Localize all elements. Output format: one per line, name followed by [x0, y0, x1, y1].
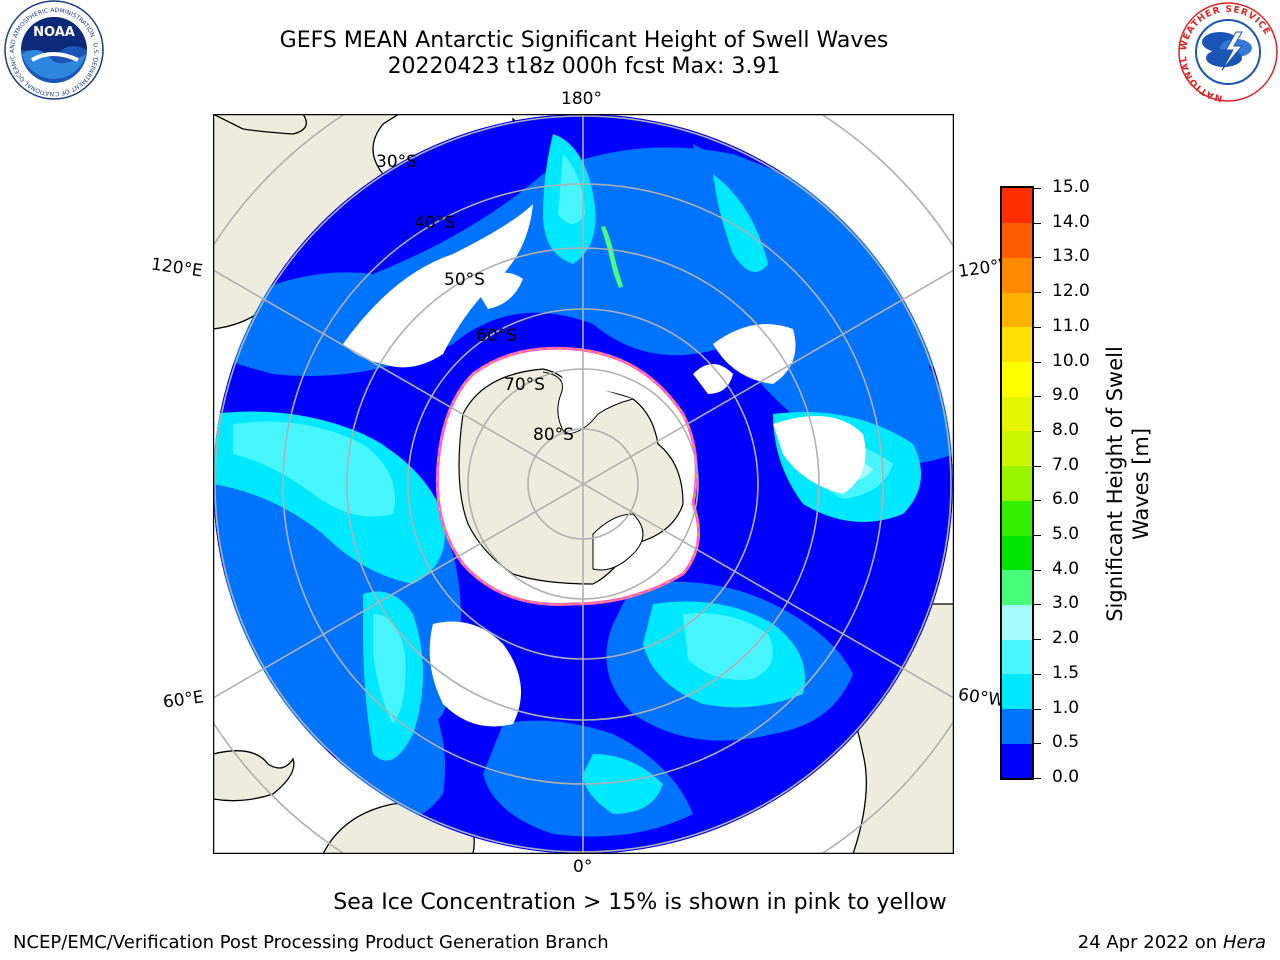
noaa-logo: NATIONAL OCEANIC AND ATMOSPHERIC ADMINIS…	[2, 0, 104, 100]
colorbar-tick-label: 12.0	[1052, 281, 1090, 302]
colorbar-tick-label: 5.0	[1052, 524, 1080, 545]
colorbar-tick-label: 9.0	[1052, 385, 1080, 406]
colorbar-swatch	[1002, 743, 1032, 779]
lat-label-30s: 30°S	[376, 152, 417, 172]
lat-label-50s: 50°S	[444, 270, 485, 290]
colorbar-tick-mark	[1034, 604, 1041, 606]
colorbar-tick-mark	[1034, 465, 1041, 467]
colorbar-tick-mark	[1034, 292, 1041, 294]
colorbar-tick-label: 7.0	[1052, 454, 1080, 475]
colorbar-label: Significant Height of Swell Waves [m]	[1102, 346, 1154, 622]
colorbar-swatch	[1002, 188, 1032, 224]
colorbar-swatch	[1002, 500, 1032, 536]
colorbar-swatch	[1002, 222, 1032, 258]
colorbar-swatch	[1002, 535, 1032, 571]
colorbar-swatch	[1002, 465, 1032, 501]
colorbar-tick-label: 8.0	[1052, 419, 1080, 440]
colorbar-swatch	[1002, 396, 1032, 432]
map-title: GEFS MEAN Antarctic Significant Height o…	[279, 28, 889, 53]
colorbar	[1000, 186, 1034, 780]
colorbar-swatch	[1002, 639, 1032, 675]
colorbar-swatch	[1002, 604, 1032, 640]
colorbar-tick-label: 6.0	[1052, 489, 1080, 510]
colorbar-tick-mark	[1034, 222, 1041, 224]
nws-logo: NATIONAL WEATHER SERVICE	[1178, 2, 1278, 102]
colorbar-swatch	[1002, 673, 1032, 710]
colorbar-swatch	[1002, 430, 1032, 467]
footer-date-text: 24 Apr 2022 on	[1077, 932, 1223, 953]
colorbar-tick-mark	[1034, 326, 1041, 328]
colorbar-tick-label: 2.0	[1052, 628, 1080, 649]
colorbar-tick-mark	[1034, 639, 1041, 641]
colorbar-tick-mark	[1034, 708, 1041, 710]
colorbar-tick-mark	[1034, 569, 1041, 571]
colorbar-tick-mark	[1034, 535, 1041, 537]
lat-label-70s: 70°S	[504, 375, 545, 395]
colorbar-tick-label: 4.0	[1052, 558, 1080, 579]
ice-free-mask	[343, 204, 866, 727]
colorbar-tick-label: 0.5	[1052, 732, 1080, 753]
map-subtitle: 20220423 t18z 000h fcst Max: 3.91	[387, 54, 781, 79]
lon-label-0: 0°	[573, 857, 593, 877]
colorbar-tick-label: 1.5	[1052, 662, 1080, 683]
lon-label-60e: 60°E	[161, 687, 206, 713]
colorbar-swatch	[1002, 361, 1032, 397]
colorbar-tick-label: 14.0	[1052, 211, 1090, 232]
lat-label-60s: 60°S	[476, 326, 517, 346]
sea-ice-caption: Sea Ice Concentration > 15% is shown in …	[333, 890, 947, 915]
lon-label-60w: 60°W	[956, 684, 1007, 712]
colorbar-tick-label: 11.0	[1052, 315, 1090, 336]
colorbar-tick-mark	[1034, 188, 1041, 189]
colorbar-tick-label: 3.0	[1052, 593, 1080, 614]
colorbar-tick-label: 1.0	[1052, 697, 1080, 718]
colorbar-tick-mark	[1034, 500, 1041, 502]
colorbar-tick-mark	[1034, 673, 1041, 675]
colorbar-tick-label: 10.0	[1052, 350, 1090, 371]
colorbar-swatch	[1002, 569, 1032, 605]
colorbar-label-line2: Waves [m]	[1129, 427, 1153, 541]
colorbar-tick-mark	[1034, 778, 1041, 779]
lon-label-120e: 120°E	[149, 254, 204, 282]
colorbar-tick-mark	[1034, 396, 1041, 398]
footer-host: Hera	[1222, 932, 1266, 953]
colorbar-tick-mark	[1034, 430, 1041, 432]
noaa-text: NOAA	[33, 25, 75, 40]
footer-date: 24 Apr 2022 on Hera	[1078, 932, 1266, 953]
graticule	[213, 114, 954, 854]
colorbar-tick-label: 13.0	[1052, 246, 1090, 267]
colorbar-tick-mark	[1034, 743, 1041, 745]
lat-label-40s: 40°S	[414, 213, 455, 233]
colorbar-swatch	[1002, 292, 1032, 328]
footer-credit: NCEP/EMC/Verification Post Processing Pr…	[13, 932, 609, 953]
lon-label-180: 180°	[561, 89, 602, 109]
polar-map	[213, 114, 954, 854]
colorbar-tick-mark	[1034, 361, 1041, 363]
colorbar-swatch	[1002, 326, 1032, 363]
colorbar-label-line1: Significant Height of Swell	[1103, 346, 1127, 622]
colorbar-tick-label: 0.0	[1052, 767, 1080, 787]
colorbar-tick-mark	[1034, 257, 1041, 259]
colorbar-swatch	[1002, 257, 1032, 293]
lat-label-80s: 80°S	[533, 425, 574, 445]
colorbar-tick-label: 15.0	[1052, 177, 1090, 197]
colorbar-swatch	[1002, 708, 1032, 744]
